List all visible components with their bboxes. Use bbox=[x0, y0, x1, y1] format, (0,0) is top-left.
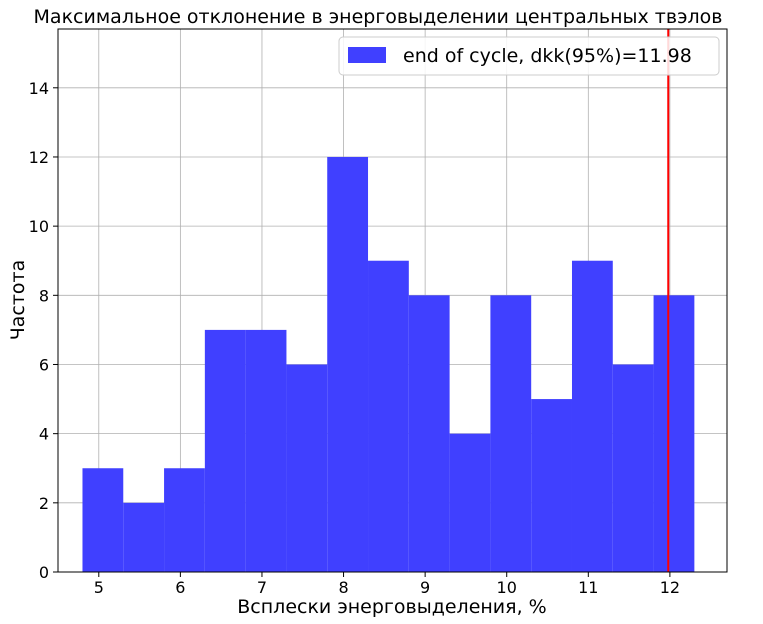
y-tick-label: 12 bbox=[29, 148, 49, 167]
y-tick-label: 0 bbox=[39, 563, 49, 582]
histogram-bar bbox=[449, 433, 491, 572]
x-axis-label: Всплески энерговыделения, % bbox=[237, 596, 546, 618]
x-tick-label: 11 bbox=[578, 578, 598, 597]
y-axis-label: Частота bbox=[7, 260, 29, 341]
x-tick-label: 12 bbox=[660, 578, 680, 597]
y-tick-label: 14 bbox=[29, 79, 49, 98]
histogram-bar bbox=[653, 295, 695, 572]
y-tick-label: 2 bbox=[39, 494, 49, 513]
histogram-bar bbox=[408, 295, 450, 572]
histogram-bar bbox=[327, 156, 369, 573]
histogram-bar bbox=[82, 468, 124, 572]
x-tick-label: 7 bbox=[257, 578, 267, 597]
legend-box bbox=[338, 36, 720, 76]
histogram-bar bbox=[571, 260, 613, 572]
x-tick-label: 6 bbox=[175, 578, 185, 597]
x-tick-label: 5 bbox=[94, 578, 104, 597]
histogram-bar bbox=[612, 364, 654, 572]
histogram-bar bbox=[204, 329, 246, 572]
chart-title: Максимальное отклонение в энерговыделени… bbox=[34, 6, 723, 28]
x-axis-ticks: 5 6 7 8 9 10 11 12 bbox=[94, 572, 680, 597]
x-tick-label: 10 bbox=[497, 578, 517, 597]
y-tick-label: 10 bbox=[29, 217, 49, 236]
x-tick-label: 9 bbox=[420, 578, 430, 597]
legend: end of cycle, dkk(95%)=11.98 bbox=[338, 36, 720, 76]
histogram-bar bbox=[286, 364, 328, 572]
histogram-bar bbox=[245, 329, 287, 572]
plot-frame bbox=[57, 28, 728, 573]
histogram-bar bbox=[490, 295, 532, 572]
histogram-bars bbox=[82, 156, 695, 573]
histogram-bar bbox=[531, 399, 572, 572]
y-axis-ticks: 0 2 4 6 8 10 12 14 bbox=[29, 79, 58, 582]
legend-label: end of cycle, dkk(95%)=11.98 bbox=[403, 45, 692, 67]
y-tick-label: 8 bbox=[39, 286, 49, 305]
histogram-bar bbox=[368, 260, 409, 572]
y-tick-label: 4 bbox=[39, 425, 49, 444]
x-tick-label: 8 bbox=[338, 578, 348, 597]
y-tick-label: 6 bbox=[39, 355, 49, 374]
histogram-bar bbox=[164, 468, 205, 572]
histogram-bar bbox=[123, 502, 165, 572]
legend-swatch bbox=[348, 47, 386, 63]
